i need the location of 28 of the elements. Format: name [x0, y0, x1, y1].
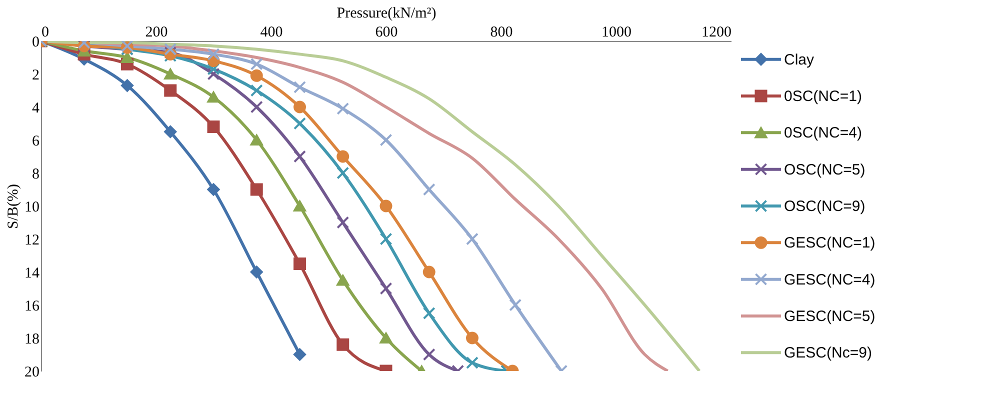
x-tick-label: 600 [375, 24, 398, 40]
y-tick-label: 0 [32, 34, 40, 50]
x-tick-label: 400 [260, 24, 283, 40]
y-tick-label: 12 [24, 232, 40, 248]
x-tick-label: 200 [145, 24, 168, 40]
x-axis-title: Pressure(kN/m²) [336, 6, 436, 22]
legend-label: 0SC(NC=1) [784, 88, 862, 105]
legend-label: GESC(NC=1) [784, 234, 876, 252]
x-tick-label: 1200 [702, 24, 732, 40]
legend-label: 0SC(NC=4) [784, 124, 862, 142]
y-tick-label: 20 [24, 364, 40, 380]
legend-label: GESC(Nc=9) [784, 344, 872, 362]
legend-label: Clay [784, 51, 815, 68]
y-tick-label: 8 [32, 166, 40, 182]
y-tick-label: 2 [32, 68, 40, 84]
legend-label: OSC(NC=5) [784, 161, 866, 178]
x-tick-label: 1000 [602, 24, 632, 40]
y-tick-label: 16 [24, 298, 40, 314]
y-axis-title: S/B(%) [6, 184, 22, 229]
y-tick-label: 10 [24, 200, 40, 216]
legend-label: GESC(NC=4) [784, 271, 876, 288]
legend-label: OSC(NC=9) [784, 198, 866, 215]
y-tick-label: 6 [32, 134, 40, 150]
y-tick-label: 4 [32, 100, 40, 116]
y-tick-label: 14 [24, 266, 40, 282]
legend-label: GESC(NC=5) [784, 308, 876, 325]
x-tick-label: 800 [490, 24, 513, 40]
y-tick-label: 18 [24, 332, 40, 348]
